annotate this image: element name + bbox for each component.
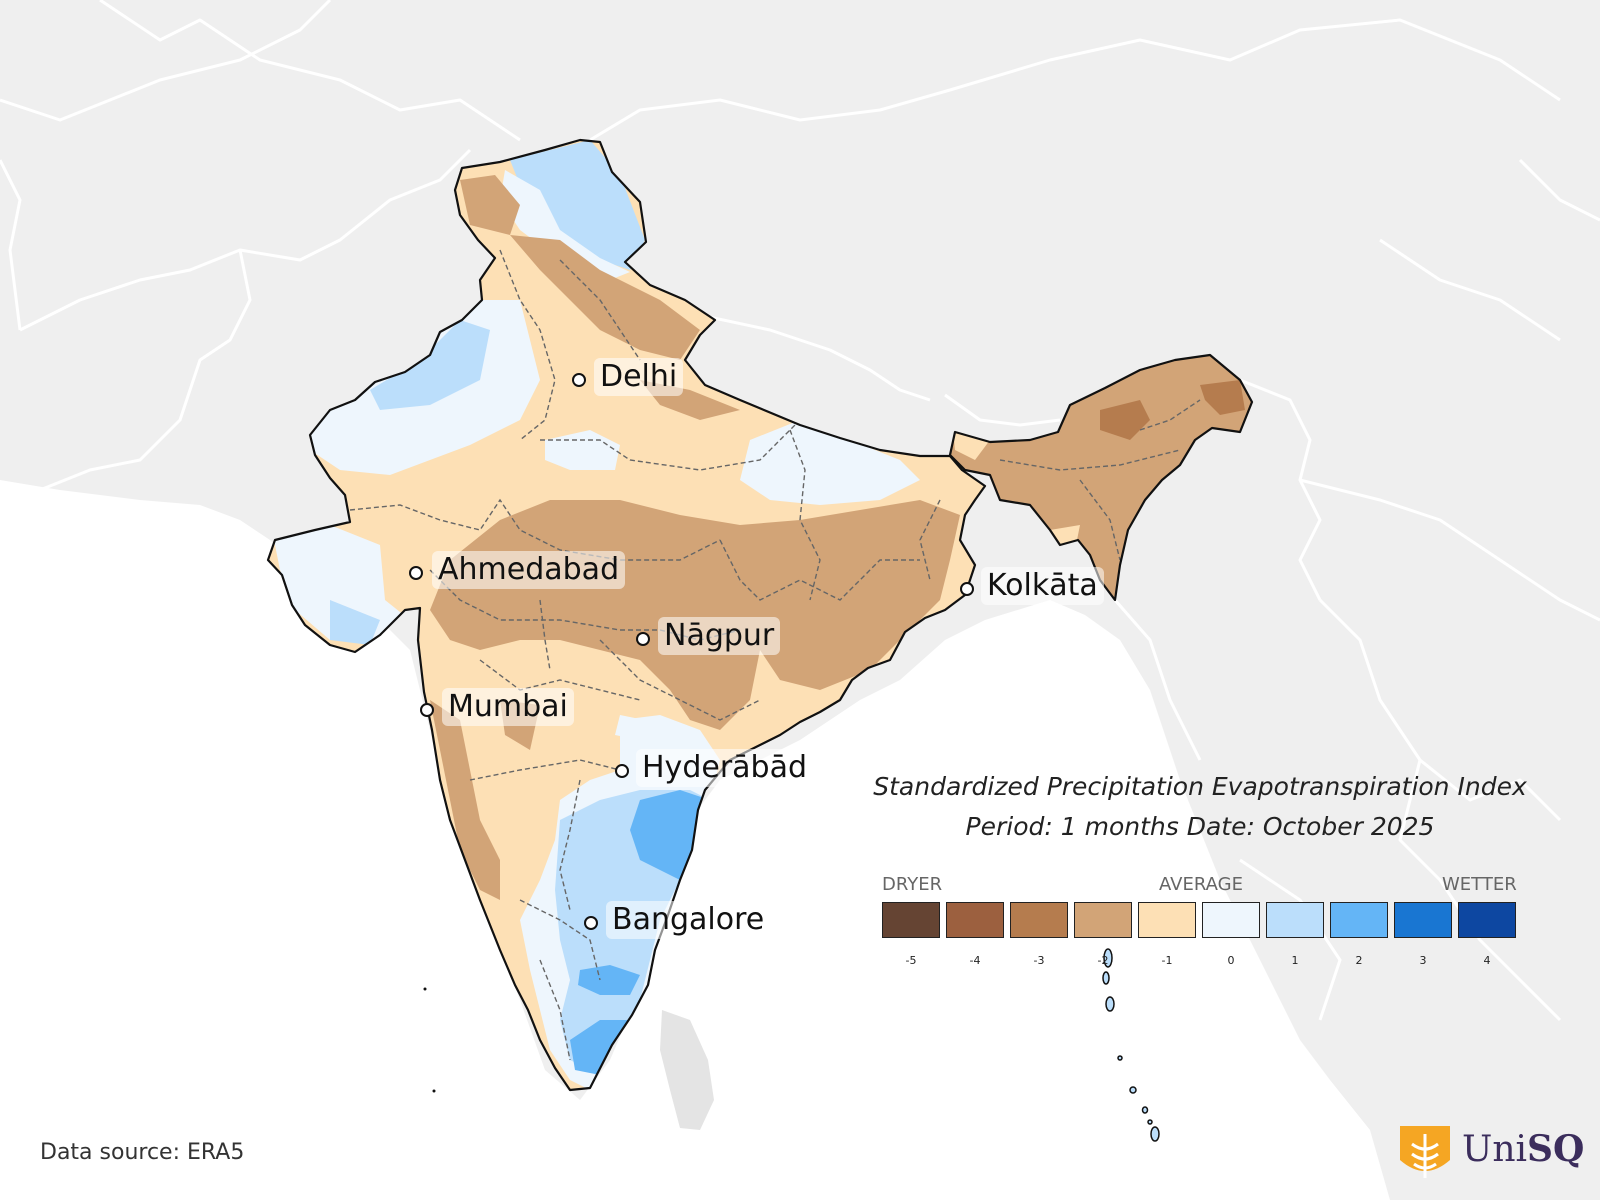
legend-swatch <box>1010 902 1068 938</box>
legend-swatch <box>1394 902 1452 938</box>
city-marker-bangalore <box>584 916 598 930</box>
city-label-hyderabad: Hyderābād <box>636 749 813 787</box>
country-borders <box>0 0 1600 1020</box>
city-label-kolkata: Kolkāta <box>981 567 1104 605</box>
legend-tick-label: -2 <box>1097 954 1109 967</box>
legend-tick-label: -4 <box>969 954 981 967</box>
legend-dryer-label: DRYER <box>882 874 943 895</box>
legend-swatch <box>1266 902 1324 938</box>
legend-tick-label: -3 <box>1033 954 1045 967</box>
logo-wordmark: UniSQ <box>1462 1128 1584 1170</box>
legend-tick-label: 1 <box>1291 954 1299 967</box>
city-marker-mumbai <box>420 703 434 717</box>
legend-swatch <box>946 902 1004 938</box>
legend-tick-label: -5 <box>905 954 917 967</box>
india-outline <box>266 138 987 1092</box>
legend-swatch <box>1458 902 1516 938</box>
legend-swatch <box>1074 902 1132 938</box>
city-marker-kolkata <box>960 582 974 596</box>
legend-tick-label: 3 <box>1419 954 1427 967</box>
legend-tick-label: 2 <box>1355 954 1363 967</box>
legend-wetter-label: WETTER <box>1442 874 1517 895</box>
legend-swatch <box>1202 902 1260 938</box>
legend-tick-label: 0 <box>1227 954 1235 967</box>
state-borders <box>349 249 941 1061</box>
andaman-nicobar-islands <box>1102 948 1160 1142</box>
city-label-ahmedabad: Ahmedabad <box>432 551 626 589</box>
data-source-note: Data source: ERA5 <box>40 1140 245 1165</box>
unisq-logo-icon <box>1400 1126 1450 1178</box>
city-marker-delhi <box>572 373 586 387</box>
legend-swatch <box>882 902 940 938</box>
logo-text-sq: SQ <box>1527 1128 1585 1170</box>
legend-tick-label: -1 <box>1161 954 1173 967</box>
city-marker-hyderabad <box>615 764 629 778</box>
map-subtitle: Period: 1 months Date: October 2025 <box>965 812 1435 841</box>
logo-text-uni: Uni <box>1462 1129 1528 1170</box>
city-label-bangalore: Bangalore <box>606 901 771 939</box>
legend-average-label: AVERAGE <box>1159 874 1243 895</box>
legend-tick-label: 4 <box>1483 954 1491 967</box>
legend-swatch <box>1138 902 1196 938</box>
city-marker-ahmedabad <box>409 566 423 580</box>
city-label-delhi: Delhi <box>594 358 684 396</box>
map-title: Standardized Precipitation Evapotranspir… <box>873 772 1527 801</box>
legend-header: DRYER AVERAGE WETTER <box>882 874 1522 898</box>
city-label-mumbai: Mumbai <box>442 688 574 726</box>
city-marker-nagpur <box>636 632 650 646</box>
city-label-nagpur: Nāgpur <box>658 617 781 655</box>
northeast-outline <box>948 353 1254 602</box>
legend-swatch <box>1330 902 1388 938</box>
